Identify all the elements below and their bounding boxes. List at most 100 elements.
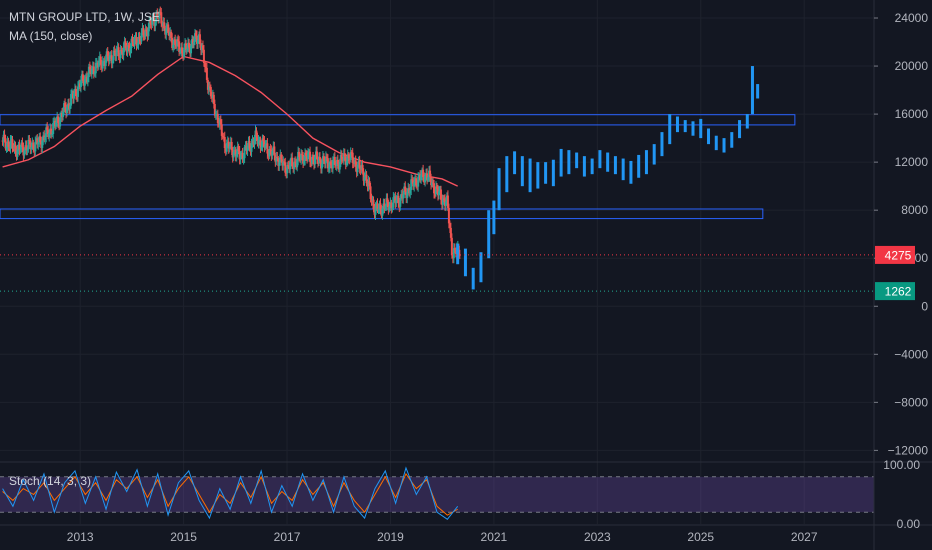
candle-body bbox=[120, 50, 123, 52]
horizontal-lines[interactable] bbox=[0, 254, 874, 292]
candle-body bbox=[45, 127, 48, 137]
projection-bar bbox=[471, 267, 475, 290]
candle-body bbox=[23, 150, 26, 156]
price-tick-label: 12000 bbox=[895, 155, 929, 169]
candle-body bbox=[34, 141, 37, 152]
candle-body bbox=[300, 154, 303, 161]
candle-body bbox=[276, 156, 279, 159]
candle-body bbox=[329, 161, 332, 166]
candle-body bbox=[130, 38, 133, 48]
candle-body bbox=[374, 206, 377, 215]
candle-body bbox=[430, 176, 433, 186]
candle-body bbox=[340, 154, 343, 160]
projection-bar bbox=[668, 114, 672, 145]
candle-body bbox=[148, 19, 151, 29]
projected-bars bbox=[456, 66, 760, 290]
candle-body bbox=[170, 31, 173, 38]
time-tick-label: 2017 bbox=[274, 530, 301, 544]
projection-bar bbox=[575, 152, 579, 169]
candle-body bbox=[391, 207, 394, 209]
candle-body bbox=[230, 141, 233, 151]
candle-body bbox=[104, 59, 107, 66]
candle-body bbox=[171, 37, 174, 49]
candle-body bbox=[331, 160, 334, 169]
candle-body bbox=[90, 68, 93, 75]
candle-body bbox=[18, 144, 21, 151]
candle-body bbox=[126, 45, 129, 52]
candle-body bbox=[282, 161, 285, 166]
candle-body bbox=[356, 164, 359, 173]
candle-body bbox=[243, 147, 246, 159]
stoch-tick-label: 0.00 bbox=[897, 517, 921, 531]
candle-body bbox=[301, 154, 304, 156]
candle-body bbox=[30, 147, 33, 149]
candle-body bbox=[37, 142, 40, 145]
projection-bar bbox=[707, 128, 711, 145]
candle-body bbox=[16, 149, 19, 157]
price-tick-label: −4000 bbox=[894, 347, 928, 361]
candle-body bbox=[304, 152, 307, 161]
candle-body bbox=[145, 29, 148, 32]
candle-body bbox=[234, 149, 237, 157]
candle-body bbox=[39, 136, 42, 143]
candle-body bbox=[271, 150, 274, 156]
price-label-box bbox=[875, 282, 915, 301]
projection-bar bbox=[551, 159, 555, 187]
candle-body bbox=[62, 111, 65, 117]
candle-body bbox=[303, 160, 306, 164]
candle-body bbox=[410, 179, 413, 191]
candle-body bbox=[395, 200, 398, 204]
candle-body bbox=[259, 140, 262, 149]
projection-bar bbox=[567, 150, 571, 175]
time-tick-label: 2015 bbox=[170, 530, 197, 544]
candle-body bbox=[195, 35, 198, 44]
candle-body bbox=[343, 153, 346, 157]
candle-body bbox=[4, 138, 7, 149]
candle-body bbox=[201, 45, 204, 50]
projection-bar bbox=[505, 156, 509, 193]
candle-body bbox=[137, 36, 140, 46]
candle-body bbox=[291, 157, 294, 167]
candle-body bbox=[176, 39, 179, 47]
candle-body bbox=[354, 160, 357, 167]
candle-body bbox=[94, 62, 97, 74]
candle-body bbox=[377, 208, 380, 211]
candle-body bbox=[97, 60, 100, 68]
time-tick-label: 2013 bbox=[67, 530, 94, 544]
projection-bar bbox=[660, 132, 664, 157]
candle-body bbox=[28, 139, 31, 141]
projection-bar bbox=[722, 138, 726, 153]
candle-body bbox=[394, 196, 397, 204]
candle-body bbox=[131, 38, 134, 42]
candle-body bbox=[219, 119, 222, 125]
candle-body bbox=[257, 140, 260, 145]
candle-body bbox=[232, 151, 235, 158]
candle-body bbox=[32, 142, 35, 149]
candle-body bbox=[327, 167, 330, 169]
projection-bar bbox=[675, 116, 679, 133]
candle-body bbox=[86, 77, 89, 82]
candle-body bbox=[246, 145, 249, 151]
candle-body bbox=[167, 24, 170, 33]
candle-body bbox=[312, 156, 315, 160]
candle-body bbox=[415, 178, 418, 186]
candle-body bbox=[186, 48, 189, 50]
candle-body bbox=[283, 161, 286, 163]
candle-body bbox=[52, 123, 55, 135]
candle-body bbox=[320, 163, 323, 169]
candle-body bbox=[358, 161, 361, 169]
candle-body bbox=[314, 156, 317, 165]
candle-body bbox=[188, 42, 191, 48]
time-tick-label: 2021 bbox=[481, 530, 508, 544]
candle-body bbox=[429, 170, 432, 177]
projection-bar bbox=[520, 156, 524, 187]
candle-body bbox=[136, 45, 139, 47]
projection-bar bbox=[714, 135, 718, 151]
price-label: 4275 bbox=[885, 248, 912, 262]
candle-body bbox=[369, 186, 372, 199]
candle-body bbox=[172, 44, 175, 49]
candle-body bbox=[192, 39, 195, 44]
candle-body bbox=[181, 47, 184, 54]
candle-body bbox=[368, 181, 371, 187]
